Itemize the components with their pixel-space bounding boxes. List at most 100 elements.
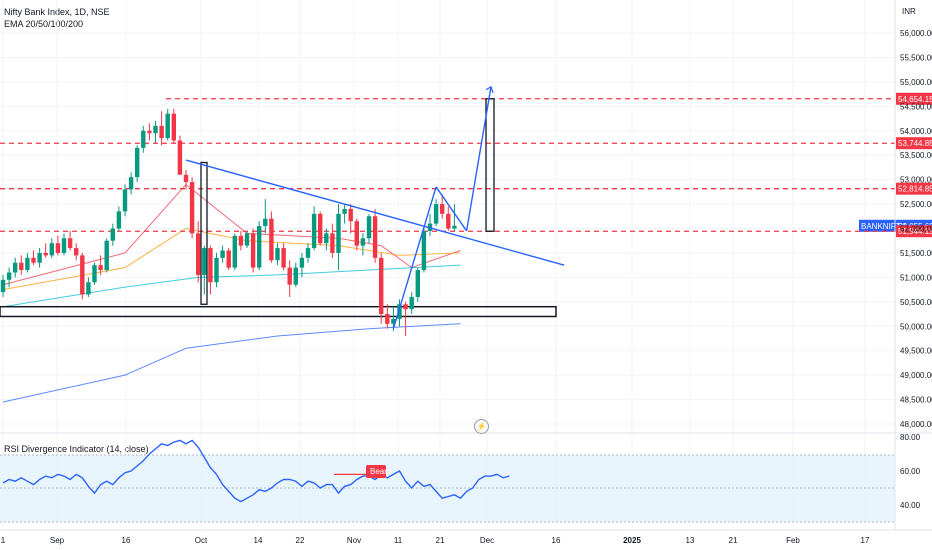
price-tick-label: 48,500.00	[900, 396, 932, 405]
candle[interactable]	[318, 213, 323, 244]
candle[interactable]	[366, 216, 372, 239]
candle[interactable]	[452, 225, 457, 229]
range-box-left[interactable]	[200, 161, 208, 305]
support-zone-box[interactable]	[0, 305, 557, 318]
candle[interactable]	[19, 262, 24, 271]
candle[interactable]	[0, 279, 6, 293]
candle[interactable]	[305, 248, 311, 258]
candle[interactable]	[311, 213, 317, 249]
candle[interactable]	[208, 248, 213, 283]
candle[interactable]	[409, 296, 414, 310]
candle[interactable]	[61, 238, 67, 253]
candle[interactable]	[293, 267, 298, 285]
candle[interactable]	[238, 235, 244, 246]
candle[interactable]	[80, 255, 85, 295]
candle[interactable]	[37, 252, 42, 263]
candle[interactable]	[220, 250, 225, 258]
candle[interactable]	[74, 248, 79, 256]
candle[interactable]	[360, 238, 366, 246]
candle[interactable]	[385, 314, 390, 324]
symbol-tag	[859, 219, 896, 232]
candle[interactable]	[440, 204, 445, 214]
candle[interactable]	[226, 250, 231, 268]
price-tag-label: 54,654.15	[898, 95, 932, 104]
candle[interactable]	[55, 243, 61, 253]
price-tag	[896, 137, 932, 150]
time-tick-label: 2025	[623, 536, 641, 545]
range-box-right[interactable]	[485, 98, 495, 232]
candle[interactable]	[128, 177, 134, 190]
candle[interactable]	[391, 318, 396, 324]
rsi-tick-label: 60.00	[900, 467, 921, 476]
candle[interactable]	[159, 125, 164, 139]
candle[interactable]	[6, 272, 12, 280]
ema-line	[2, 264, 461, 308]
time-tick-label: 16	[122, 536, 131, 545]
time-tick-label: 22	[296, 536, 305, 545]
trendline[interactable]	[465, 86, 492, 232]
candle[interactable]	[92, 265, 97, 283]
candle[interactable]	[86, 282, 91, 295]
candle[interactable]	[379, 257, 384, 315]
candle[interactable]	[275, 248, 280, 261]
candle[interactable]	[67, 238, 73, 249]
candle[interactable]	[153, 125, 158, 134]
trendline[interactable]	[185, 159, 565, 266]
candle[interactable]	[177, 140, 183, 175]
candle[interactable]	[135, 147, 140, 178]
candle[interactable]	[232, 235, 237, 268]
time-tick-label: Sep	[50, 536, 65, 545]
candle[interactable]	[104, 240, 109, 271]
candle[interactable]	[43, 252, 48, 256]
candle[interactable]	[147, 130, 152, 134]
candle[interactable]	[269, 218, 274, 261]
candle[interactable]	[342, 208, 347, 214]
candle[interactable]	[415, 270, 420, 297]
candle[interactable]	[98, 265, 103, 271]
candle[interactable]	[446, 213, 451, 229]
trendline[interactable]	[435, 186, 468, 232]
price-tick-label: 52,500.00	[900, 200, 932, 209]
candle[interactable]	[31, 257, 36, 263]
candle[interactable]	[244, 233, 250, 246]
price-tick-label: 55,500.00	[900, 53, 932, 62]
candle[interactable]	[397, 304, 402, 319]
price-tick-label: 52,000.00	[900, 225, 932, 234]
trendline[interactable]	[392, 186, 437, 329]
candle[interactable]	[354, 221, 359, 246]
candle[interactable]	[116, 211, 122, 229]
candle[interactable]	[49, 243, 54, 256]
candle[interactable]	[336, 213, 341, 253]
candle[interactable]	[202, 248, 207, 275]
candle[interactable]	[403, 304, 408, 310]
candle[interactable]	[13, 262, 18, 273]
candle[interactable]	[141, 130, 146, 148]
candle[interactable]	[281, 248, 286, 268]
lightning-icon[interactable]: ⚡	[474, 419, 489, 434]
candle[interactable]	[250, 233, 256, 268]
candle[interactable]	[372, 216, 378, 258]
candle[interactable]	[330, 233, 335, 253]
candle[interactable]	[348, 208, 353, 222]
candle[interactable]	[196, 233, 201, 275]
rsi-tick-label: 80.00	[900, 433, 921, 442]
candle[interactable]	[299, 257, 305, 268]
candle[interactable]	[433, 204, 439, 224]
currency-label: INR	[902, 7, 916, 16]
candle[interactable]	[171, 113, 176, 141]
candle[interactable]	[165, 113, 170, 139]
candle[interactable]	[189, 182, 195, 234]
candle[interactable]	[324, 233, 329, 244]
candle[interactable]	[287, 267, 292, 285]
candle[interactable]	[122, 189, 128, 212]
candle[interactable]	[214, 257, 219, 283]
time-tick-label: Dec	[480, 536, 494, 545]
candle[interactable]	[110, 228, 115, 241]
candle[interactable]	[25, 257, 30, 271]
candle[interactable]	[421, 230, 427, 271]
candle[interactable]	[257, 226, 262, 268]
grid	[0, 0, 895, 530]
candle[interactable]	[263, 218, 268, 227]
candle[interactable]	[183, 174, 189, 183]
